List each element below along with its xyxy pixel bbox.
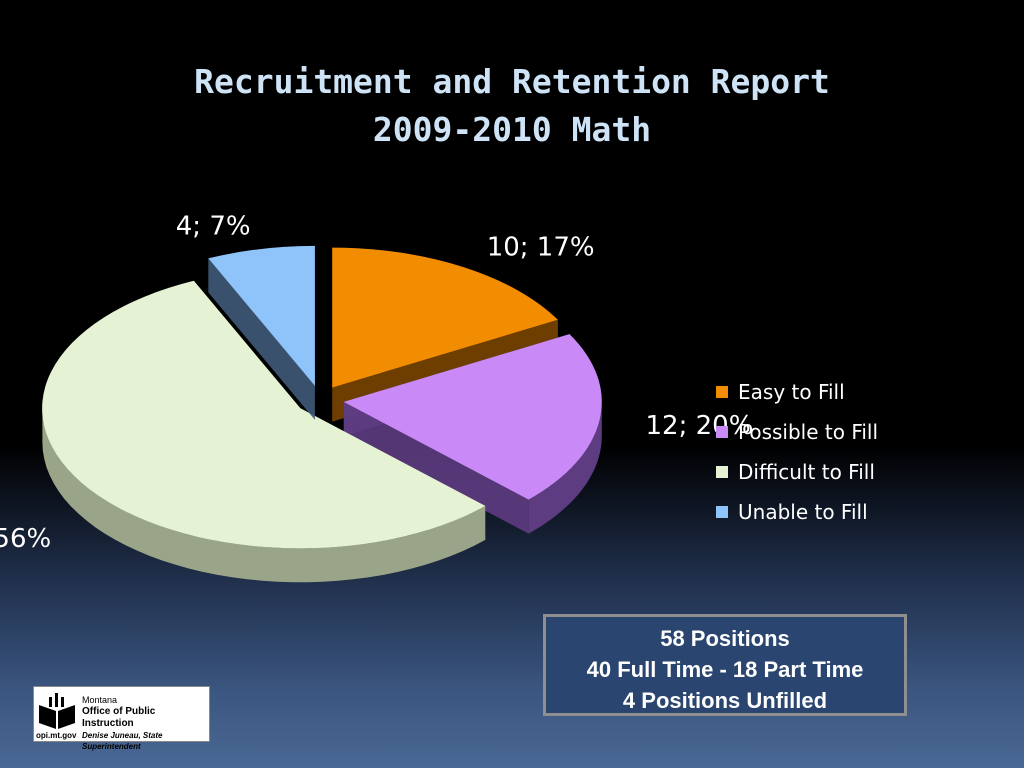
legend-label-unable: Unable to Fill [738,500,868,524]
data-label-easy: 10; 17% [487,232,595,262]
pie-slice-possible [343,334,602,534]
pie-top-unable [208,245,315,386]
data-label-unable: 4; 7% [176,212,251,242]
legend-item-easy: Easy to Fill [716,372,878,412]
logo-line-2: Office of Public Instruction [82,706,156,729]
legend-item-possible: Possible to Fill [716,412,878,452]
logo-url: opi.mt.gov [36,731,77,740]
pie-slice-difficult [42,280,486,583]
legend-item-unable: Unable to Fill [716,492,878,532]
chart-legend: Easy to Fill Possible to Fill Difficult … [716,372,878,532]
legend-label-possible: Possible to Fill [738,420,879,444]
legend-label-difficult: Difficult to Fill [738,460,875,484]
summary-box: 58 Positions 40 Full Time - 18 Part Time… [543,614,907,716]
logo-line-1: Montana [82,695,118,705]
pie-top-possible [343,334,602,500]
summary-line-3: 4 Positions Unfilled [622,688,828,713]
slide-title: Recruitment and Retention Report 2009-20… [0,58,1024,154]
legend-swatch-difficult [716,466,728,478]
pie-cut-face-unable-0 [208,258,315,420]
title-line-2: 2009-2010 Math [372,110,652,149]
pie-cut-face-possible-1 [343,401,529,534]
pie-top-difficult [42,280,486,549]
legend-swatch-possible [716,426,728,438]
summary-line-1: 58 Positions [660,626,790,651]
data-label-difficult: 33; 56% [0,524,51,554]
pie-top-easy [332,247,558,388]
legend-swatch-easy [716,386,728,398]
logo-text: Montana Office of Public Instruction Den… [82,695,209,752]
legend-label-easy: Easy to Fill [738,380,845,404]
title-line-1: Recruitment and Retention Report [194,62,830,101]
legend-swatch-unable [716,506,728,518]
summary-line-2: 40 Full Time - 18 Part Time [586,657,864,682]
pie-wall-difficult [42,408,486,583]
pie-slice-unable [208,245,315,420]
opi-logo: Montana Office of Public Instruction Den… [33,686,210,751]
book-logo-icon [39,693,75,729]
data-label-possible: 12; 20% [646,411,754,441]
logo-line-3: Denise Juneau, State Superintendent [82,731,163,751]
legend-item-difficult: Difficult to Fill [716,452,878,492]
pie-wall-possible [528,401,602,534]
